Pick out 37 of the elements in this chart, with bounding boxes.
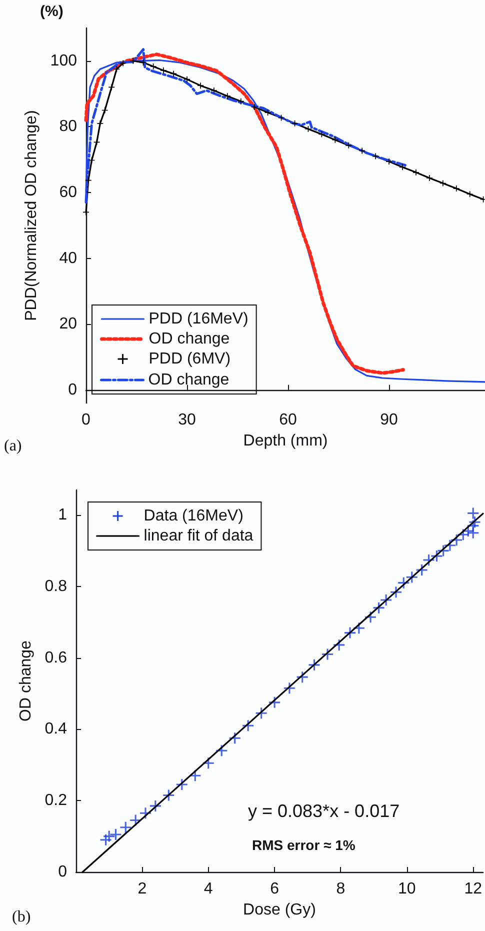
legend-label: PDD (16MeV) [148, 310, 248, 328]
annotation: RMS error ≈ 1% [252, 837, 356, 853]
y-tick-label: 60 [59, 184, 78, 201]
x-axis-title: Depth (mm) [243, 432, 328, 450]
x-tick-label: 30 [178, 412, 196, 428]
legend-label: OD change [148, 372, 230, 388]
y-tick-label: 20 [59, 316, 78, 333]
y-tick-label: 0.2 [44, 792, 68, 810]
legend-label: linear fit of data [144, 528, 254, 544]
y-tick-label: 0.4 [44, 720, 68, 738]
y-tick-label: 0.8 [44, 578, 68, 595]
text: (%) [40, 3, 64, 20]
text: (b) [12, 908, 31, 926]
x-tick-label: 60 [279, 412, 298, 428]
y-tick-label: 0.6 [44, 649, 68, 666]
legend-label: OD change [148, 330, 230, 348]
x-tick-label: 0 [82, 412, 91, 428]
x-tick-label: 6 [270, 880, 280, 898]
y-tick-label: 0 [68, 381, 78, 398]
x-tick-label: 2 [138, 880, 147, 898]
legend-label: PDD (6MV) [148, 350, 231, 368]
y-tick-label: 100 [50, 52, 78, 70]
x-axis-title: Dose (Gy) [243, 902, 316, 918]
x-tick-label: 10 [398, 880, 416, 898]
y-axis-title: OD change [17, 640, 34, 722]
y-tick-label: 40 [59, 250, 78, 267]
y-tick-label: 1 [58, 506, 68, 524]
x-tick-label: 90 [380, 412, 398, 428]
x-tick-label: 12 [464, 880, 482, 898]
y-axis-title: PDD(Normalized OD change) [22, 110, 40, 321]
legend-label: Data (16MeV) [144, 508, 244, 524]
x-tick-label: 4 [204, 880, 213, 898]
annotation: y = 0.083*x - 0.017 [248, 801, 400, 821]
y-tick-label: 0 [58, 864, 68, 880]
y-tick-label: 80 [59, 118, 78, 136]
x-tick-label: 8 [336, 880, 346, 898]
text: (a) [4, 438, 22, 454]
